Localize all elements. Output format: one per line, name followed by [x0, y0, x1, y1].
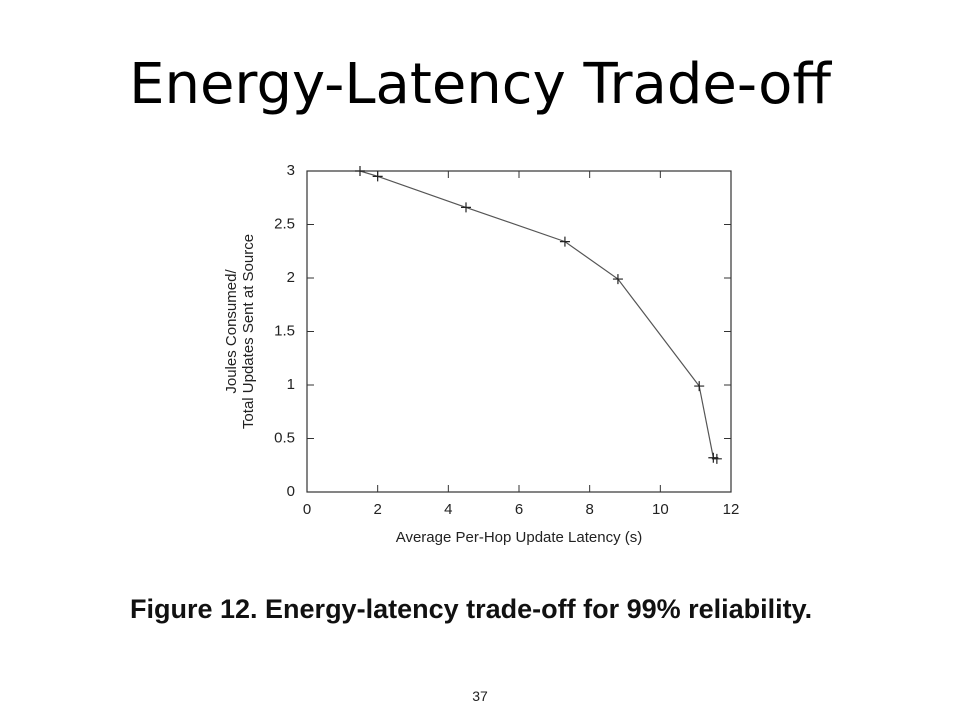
y-tick-label: 2 [287, 269, 295, 286]
point-marker [372, 171, 383, 182]
y-tick-label: 1 [287, 376, 295, 393]
x-tick-label: 8 [585, 501, 593, 518]
slide-title: Energy-Latency Trade-off [129, 52, 831, 117]
point-marker [694, 381, 705, 392]
data-line [359, 170, 718, 460]
x-tick-label: 10 [652, 501, 669, 518]
y-tick-label: 2.5 [274, 215, 295, 232]
y-tick-label: 0.5 [274, 429, 295, 446]
x-tick-label: 4 [444, 501, 452, 518]
plot-frame [306, 170, 732, 493]
y-axis-label: Joules Consumed/ [223, 269, 240, 394]
page-number: 37 [472, 688, 488, 704]
y-axis-label: Total Updates Sent at Source [240, 234, 257, 429]
y-tick-label: 0 [287, 483, 295, 500]
figure-caption: Figure 12. Energy-latency trade-off for … [130, 594, 813, 624]
x-axis-label: Average Per-Hop Update Latency (s) [396, 529, 643, 546]
point-marker [612, 274, 623, 285]
y-tick-label: 1.5 [274, 322, 295, 339]
point-marker [461, 202, 471, 213]
x-tick-label: 0 [303, 501, 311, 518]
y-tick-label: 3 [287, 162, 295, 179]
point-marker [559, 236, 570, 247]
point-marker [711, 453, 722, 464]
x-tick-label: 12 [723, 501, 740, 518]
point-marker [355, 166, 365, 176]
x-tick-label: 2 [373, 501, 381, 518]
x-tick-label: 6 [515, 501, 523, 518]
